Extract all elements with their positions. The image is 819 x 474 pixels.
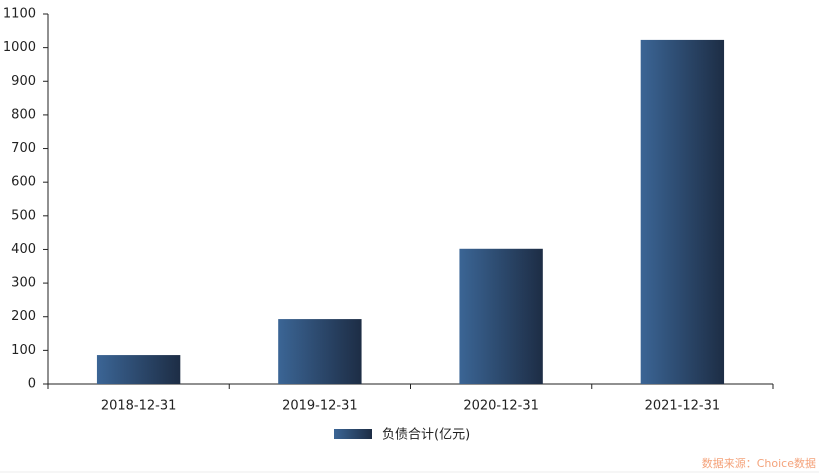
y-tick-label: 600 — [11, 175, 36, 190]
x-tick-label: 2018-12-31 — [101, 399, 177, 414]
y-tick-label: 100 — [11, 343, 36, 358]
legend-swatch — [334, 429, 372, 439]
bar — [459, 248, 543, 384]
bar — [96, 355, 181, 384]
y-tick-label: 300 — [11, 276, 36, 291]
bar — [640, 39, 725, 385]
y-tick-label: 400 — [11, 242, 36, 257]
y-tick-label: 1000 — [3, 40, 36, 55]
bar — [278, 319, 362, 384]
y-tick-label: 0 — [28, 377, 36, 392]
y-tick-label: 1100 — [3, 7, 36, 22]
legend-label: 负债合计(亿元) — [382, 428, 470, 443]
y-tick-label: 700 — [11, 141, 36, 156]
y-tick-label: 200 — [11, 309, 36, 324]
x-tick-label: 2019-12-31 — [282, 399, 358, 414]
y-tick-label: 900 — [11, 74, 36, 89]
y-tick-label: 500 — [11, 208, 36, 223]
y-tick-label: 800 — [11, 107, 36, 122]
x-tick-label: 2021-12-31 — [645, 399, 721, 414]
source-note: 数据来源：Choice数据 — [702, 456, 816, 470]
x-tick-label: 2020-12-31 — [463, 399, 539, 414]
